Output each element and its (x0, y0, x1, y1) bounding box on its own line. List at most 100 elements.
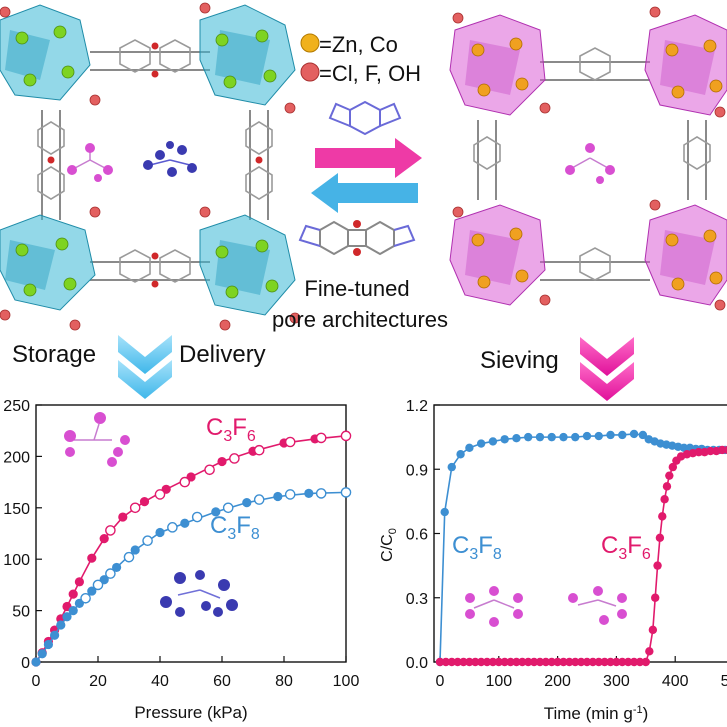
isotherm-c3f8-adsorption-point (242, 498, 252, 508)
isotherm-x-tick-label: 20 (89, 673, 107, 690)
breakthrough-c3f6-point (694, 447, 703, 457)
breakthrough-c3f6-point (494, 657, 503, 667)
delivery-label: Delivery (179, 341, 266, 368)
isotherm-c3f8-desorption-point (105, 568, 116, 579)
breakthrough-c3f6-point (645, 647, 654, 656)
isotherm-c3f6-adsorption-point (118, 512, 128, 522)
isotherm-c3f6-desorption-point (340, 430, 352, 442)
breakthrough-x-tick-label: 100 (485, 673, 512, 690)
double-chevron-down-blue-icon (118, 335, 172, 399)
breakthrough-c3f8-point (524, 432, 533, 442)
isotherm-c3f6-adsorption-point (139, 497, 150, 507)
process-labels: Storage Delivery Sieving (12, 335, 634, 401)
isotherm-c3f6-desorption-point (204, 464, 215, 476)
breakthrough-c3f6-point (588, 657, 598, 667)
breakthrough-x-tick-label: 200 (544, 673, 571, 690)
double-chevron-down-magenta-icon (580, 337, 634, 401)
breakthrough-c3f6-point (660, 495, 669, 504)
breakthrough-c3f6-point (512, 657, 521, 667)
isotherm-x-tick-label: 60 (213, 673, 231, 690)
breakthrough-c3f8-point (679, 443, 689, 453)
breakthrough-y-tick-label: 0.3 (406, 591, 428, 608)
metal-atom-icon (300, 33, 320, 53)
small-linker-molecule (328, 100, 402, 136)
isotherm-c3f8-desorption-point (92, 579, 104, 591)
isotherm-y-tick-label: 250 (3, 398, 30, 415)
breakthrough-c3f8-point (547, 432, 556, 442)
breakthrough-chart: 0.0 0.3 0.6 0.9 1.2 0 100 200 300 400 500 C/C0 Ti… (379, 398, 727, 723)
isotherm-y-tick-label: 150 (3, 501, 30, 518)
breakthrough-c3f6-point (482, 657, 492, 667)
breakthrough-c3f6-point (488, 657, 498, 667)
isotherm-c3f8-adsorption-point (130, 545, 140, 555)
isotherm-c3f6-desorption-point (154, 489, 166, 500)
breakthrough-x-tick-label: 500 (721, 673, 727, 690)
c3f6-molecule-illustration (64, 412, 130, 467)
breakthrough-c3f6-point (600, 657, 609, 667)
breakthrough-c3f6-point (629, 657, 639, 667)
breakthrough-c3f8-point (440, 507, 449, 517)
isotherm-c3f8-desorption-point (191, 511, 203, 523)
isotherm-c3f8-adsorption-point (211, 507, 221, 517)
isotherm-c3f8-adsorption-point (56, 620, 66, 630)
breakthrough-c3f6-point (623, 657, 633, 667)
linker-and-arrows: Fine-tuned pore architectures (272, 100, 448, 332)
isotherm-c3f6-desorption-point (229, 453, 240, 464)
breakthrough-c3f6-point (723, 445, 727, 455)
isotherm-c3f6-adsorption-point (99, 534, 109, 544)
isotherm-c3f8-adsorption-point (50, 630, 60, 640)
breakthrough-c3f8-point (456, 450, 465, 459)
breakthrough-c3f8-series-label: C3F8 (452, 532, 502, 563)
breakthrough-x-tick-label: 0 (436, 673, 445, 690)
breakthrough-c3f6-point (541, 657, 551, 667)
breakthrough-c3f8-point (559, 432, 568, 442)
isotherm-c3f8-adsorption-point (37, 649, 47, 659)
isotherm-c3f6-series-label: C3F6 (206, 414, 256, 445)
isotherm-c3f8-adsorption-point (68, 606, 78, 616)
caption-line-2: pore architectures (272, 307, 448, 332)
breakthrough-c3f8-point (594, 431, 603, 441)
breakthrough-c3f6-point (612, 657, 621, 667)
isotherm-x-tick-label: 80 (275, 673, 293, 690)
breakthrough-c3f6-point (553, 657, 562, 667)
breakthrough-x-axis-label: Time (min g-1) (544, 704, 649, 723)
isotherm-c3f6-adsorption-point (217, 456, 227, 467)
breakthrough-c3f6-point (618, 657, 627, 667)
breakthrough-c3f6-point (635, 657, 645, 667)
isotherm-c3f6-adsorption-point (68, 589, 78, 599)
breakthrough-c3f6-point (594, 657, 603, 667)
breakthrough-c3f8-point (500, 435, 509, 444)
isotherm-y-tick-label: 0 (21, 655, 30, 672)
framework-structure-right (449, 6, 727, 311)
breakthrough-c3f8-point (606, 430, 615, 440)
isotherm-c3f6-desorption-point (105, 525, 116, 536)
isotherm-y-tick-label: 50 (12, 604, 30, 621)
isotherm-c3f6-desorption-point (129, 502, 141, 514)
breakthrough-c3f8-point (582, 431, 592, 441)
breakthrough-c3f6-point (662, 482, 672, 491)
isotherm-x-tick-label: 40 (151, 673, 169, 690)
breakthrough-c3f6-point (524, 657, 533, 667)
isotherm-c3f8-desorption-point (315, 488, 327, 499)
arrow-forward (315, 138, 422, 178)
isotherm-c3f6-adsorption-point (74, 577, 84, 587)
isotherm-c3f8-series-label: C3F8 (210, 512, 260, 543)
anion-legend-label: =Cl, F, OH (319, 61, 421, 86)
breakthrough-c3f6-point (459, 657, 468, 667)
breakthrough-c3f6-point (658, 512, 667, 521)
breakthrough-c3f6-point (653, 561, 662, 570)
breakthrough-y-tick-label: 0.6 (406, 527, 428, 544)
isotherm-c3f6-desorption-point (284, 436, 296, 448)
sieving-label: Sieving (480, 347, 559, 374)
breakthrough-c3f6-point (441, 657, 451, 667)
isotherm-c3f8-desorption-point (167, 522, 178, 533)
isotherm-c3f8-desorption-point (253, 494, 265, 505)
breakthrough-c3f8-point (476, 439, 486, 448)
breakthrough-c3f6-point (518, 657, 527, 667)
isotherm-c3f8-desorption-point (284, 489, 296, 500)
isotherm-c3f8-desorption-point (142, 535, 153, 546)
caption-line-1: Fine-tuned (304, 276, 409, 301)
isotherm-c3f6-desorption-point (253, 444, 265, 456)
storage-label: Storage (12, 341, 96, 368)
